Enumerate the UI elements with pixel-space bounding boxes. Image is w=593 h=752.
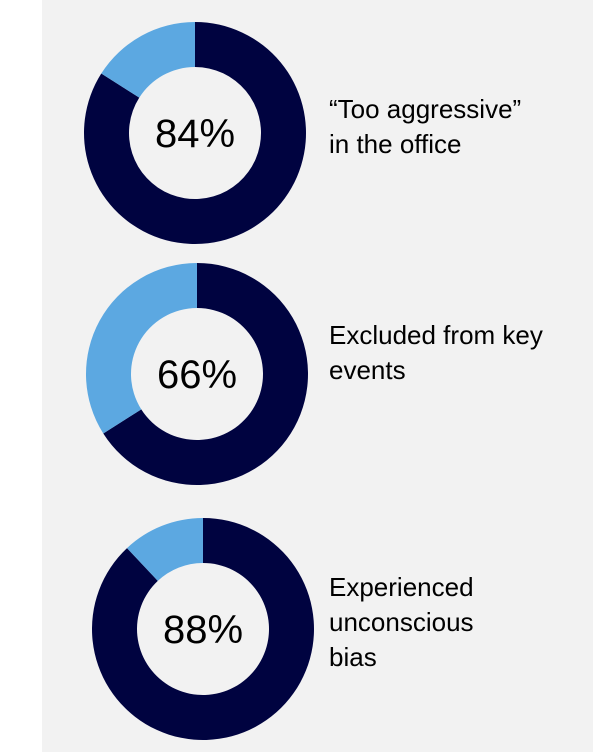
donut-1-slice-2	[101, 22, 195, 98]
donut-3-category-label: Experienced unconscious bias	[329, 572, 474, 672]
donut-chart-1	[84, 22, 306, 244]
donut-chart-2	[86, 263, 308, 486]
donut-2-slice-2	[86, 263, 197, 434]
donut-chart-3	[92, 518, 314, 741]
donut-1-category-label: “Too aggressive” in the office	[329, 94, 522, 159]
donut-3-value-label: 88%	[162, 608, 244, 652]
donut-2-value-label: 66%	[156, 353, 238, 397]
donut-1-value-label: 84%	[154, 112, 236, 156]
donut-2-slice-1	[103, 263, 308, 486]
donut-3-slice-1	[92, 518, 314, 741]
donut-3-slice-2	[127, 518, 203, 581]
donut-1-slice-1	[84, 22, 306, 244]
donut-2-category-label: Excluded from key events	[329, 320, 543, 385]
